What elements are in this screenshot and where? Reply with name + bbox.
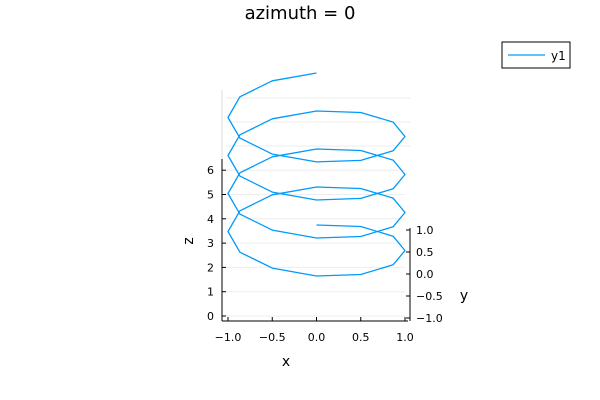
x-tick-label: 1.0 bbox=[396, 331, 414, 344]
y-tick-label: −1.0 bbox=[416, 312, 443, 325]
y-tick-label: −0.5 bbox=[416, 290, 443, 303]
z-tick-label: 2 bbox=[207, 261, 214, 274]
z-tick-label: 1 bbox=[207, 286, 214, 299]
z-tick-label: 4 bbox=[207, 213, 214, 226]
series-y1-line bbox=[227, 72, 406, 277]
legend: y1 bbox=[501, 41, 571, 69]
z-tick-label: 0 bbox=[207, 310, 214, 323]
y-tick-label: 0.5 bbox=[416, 246, 434, 259]
z-tick-label: 5 bbox=[207, 189, 214, 202]
x-tick-label: −1.0 bbox=[215, 331, 242, 344]
legend-label-y1: y1 bbox=[551, 49, 566, 63]
x-tick-label: 0.5 bbox=[352, 331, 370, 344]
chart-title: azimuth = 0 bbox=[245, 3, 356, 24]
x-tick-label: −0.5 bbox=[259, 331, 286, 344]
y-tick-label: 1.0 bbox=[416, 224, 434, 237]
x-tick-label: 0.0 bbox=[308, 331, 326, 344]
x-axis-label: x bbox=[282, 354, 290, 370]
y-axis-label: y bbox=[460, 288, 468, 304]
z-tick-label: 6 bbox=[207, 164, 214, 177]
z-axis-label: z bbox=[181, 237, 197, 244]
z-tick-label: 3 bbox=[207, 237, 214, 250]
y-tick-label: 0.0 bbox=[416, 268, 434, 281]
grid-lines bbox=[226, 97, 410, 317]
